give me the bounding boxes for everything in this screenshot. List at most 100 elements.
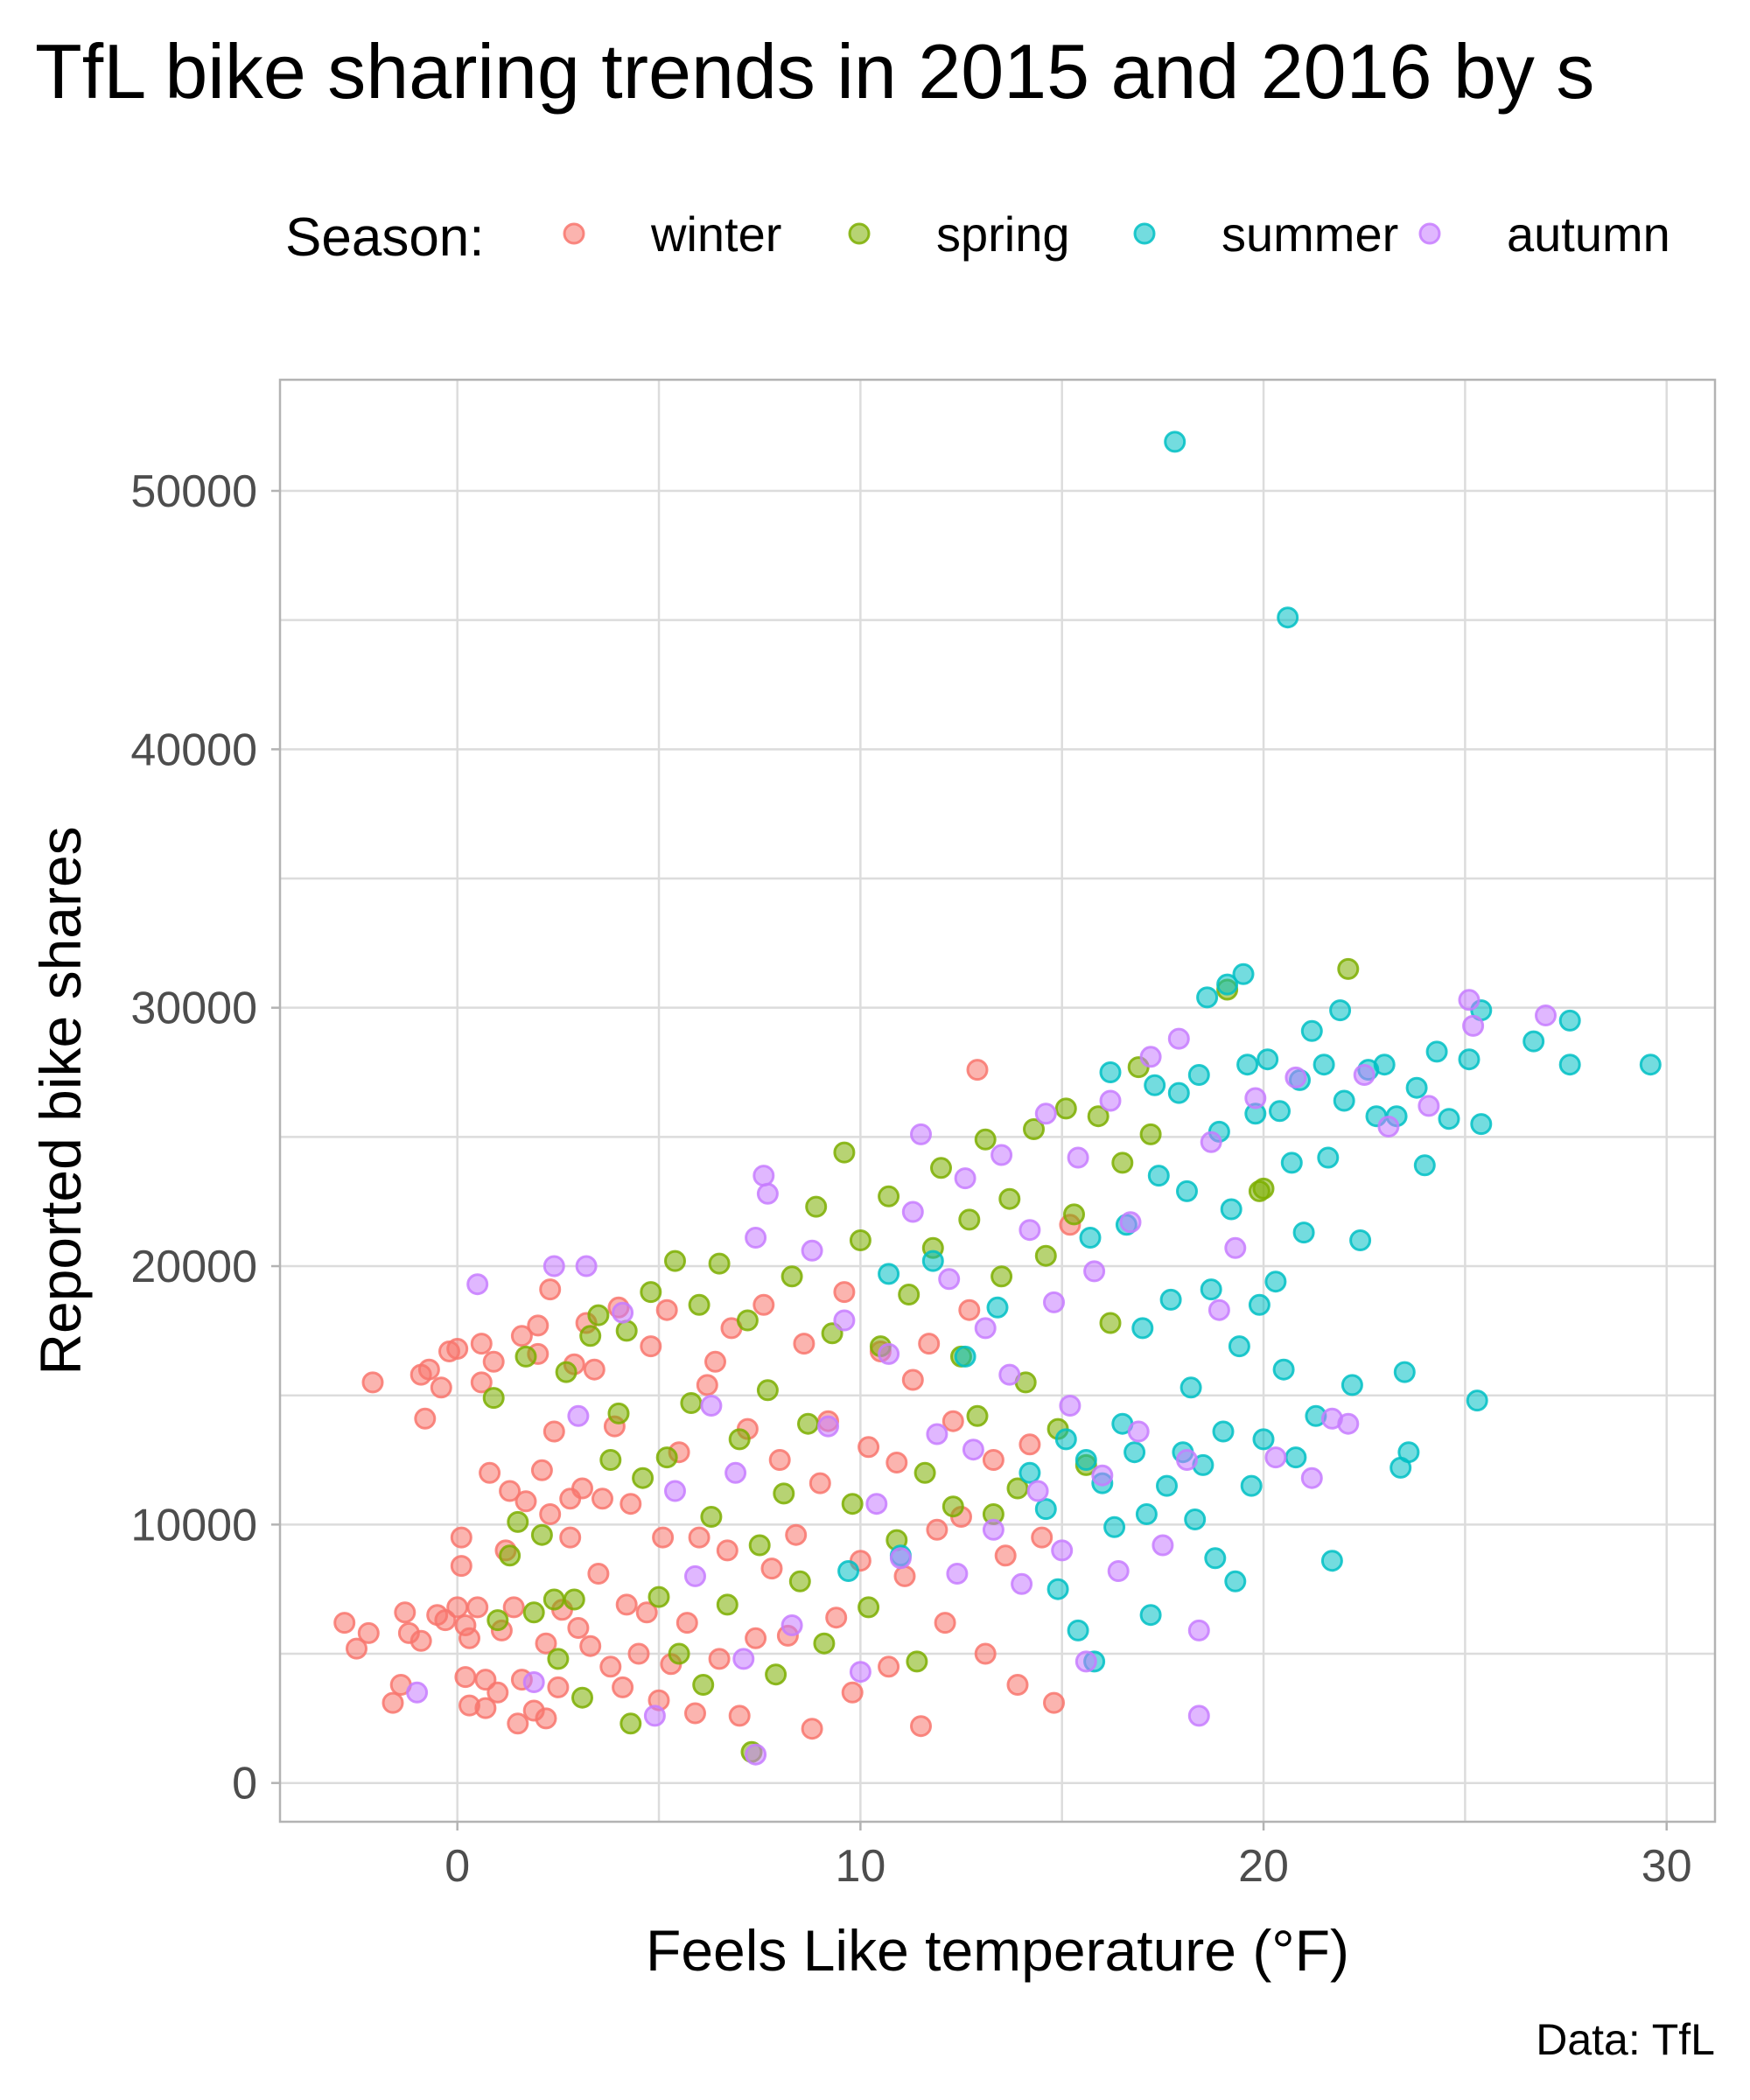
data-point (994, 1544, 1017, 1567)
data-point (1300, 1019, 1323, 1042)
y-axis-title: Reported bike shares (28, 826, 93, 1375)
data-point (1034, 1498, 1057, 1521)
data-point (1063, 1203, 1085, 1226)
data-point (1074, 1449, 1097, 1471)
data-point (921, 1250, 944, 1272)
data-point (664, 1480, 686, 1502)
data-point (655, 1298, 678, 1321)
data-point (1522, 1030, 1545, 1053)
data-point (1373, 1054, 1396, 1076)
data-point (688, 1526, 710, 1549)
data-point (716, 1593, 738, 1616)
data-point (1458, 1048, 1480, 1071)
data-point (479, 1461, 501, 1484)
data-point (1187, 1619, 1210, 1642)
data-point (696, 1374, 718, 1396)
data-point (808, 1472, 831, 1494)
data-point (1099, 1089, 1122, 1112)
y-tick-label: 20000 (130, 1242, 257, 1292)
y-tick-label: 30000 (130, 984, 257, 1034)
data-point (527, 1314, 550, 1337)
data-point (1167, 1082, 1190, 1104)
data-point (708, 1252, 731, 1275)
data-point (974, 1128, 997, 1151)
data-point (756, 1379, 779, 1402)
data-point (1466, 1390, 1488, 1412)
data-point (1337, 957, 1360, 980)
data-point (1200, 1130, 1222, 1153)
data-point (450, 1555, 472, 1578)
data-point (486, 1681, 509, 1704)
data-point (563, 1588, 585, 1611)
data-point (559, 1526, 582, 1549)
data-point (801, 1718, 823, 1740)
x-tick-label: 10 (835, 1841, 886, 1892)
data-point (1240, 1474, 1263, 1497)
data-point (571, 1686, 593, 1709)
data-point (833, 1281, 856, 1304)
data-point (728, 1428, 751, 1451)
data-point (643, 1704, 666, 1727)
data-point (1458, 989, 1480, 1012)
data-point (1232, 962, 1255, 985)
y-tick-label: 40000 (130, 724, 257, 775)
data-point (410, 1629, 432, 1652)
data-point (974, 1642, 997, 1665)
data-point (1167, 1027, 1190, 1050)
data-point (752, 1293, 775, 1316)
data-point (833, 1141, 856, 1164)
data-point (716, 1539, 738, 1562)
data-point (499, 1544, 522, 1567)
data-point (1333, 1089, 1355, 1112)
data-point (1353, 1064, 1376, 1086)
data-point (414, 1407, 437, 1430)
data-point (1023, 1118, 1045, 1140)
data-point (1187, 1704, 1210, 1727)
legend-label: summer (1222, 206, 1398, 262)
data-point (499, 1480, 522, 1502)
data-point (910, 1123, 932, 1145)
legend-label: spring (936, 206, 1070, 262)
data-point (1317, 1146, 1340, 1169)
x-axis-title: Feels Like temperature (°F) (646, 1918, 1349, 1983)
data-point (522, 1601, 545, 1624)
data-point (986, 1296, 1009, 1319)
data-point (1152, 1534, 1174, 1557)
y-tick-label: 50000 (130, 466, 257, 517)
data-point (620, 1712, 642, 1735)
data-point (1228, 1335, 1250, 1358)
data-point (607, 1402, 630, 1424)
data-point (910, 1715, 932, 1738)
data-point (849, 1661, 872, 1684)
series-spring (482, 957, 1360, 1763)
data-point (998, 1363, 1021, 1386)
data-point (1320, 1550, 1343, 1572)
data-point (901, 1200, 924, 1223)
data-point (700, 1506, 723, 1528)
data-point (748, 1534, 771, 1557)
data-point (333, 1612, 356, 1634)
data-point (1405, 1076, 1428, 1099)
data-point (530, 1459, 553, 1481)
series-winter (333, 1059, 1082, 1740)
data-point (542, 1420, 565, 1443)
data-point (1377, 1116, 1400, 1138)
data-point (813, 1632, 836, 1655)
data-point (1091, 1464, 1114, 1487)
data-point (889, 1547, 912, 1570)
data-point (1087, 1105, 1110, 1128)
data-point (756, 1182, 779, 1205)
legend-key (563, 222, 585, 245)
data-point (454, 1666, 477, 1689)
data-point (1558, 1054, 1581, 1076)
data-point (1107, 1560, 1130, 1582)
data-point (1280, 1152, 1303, 1174)
x-tick-label: 30 (1642, 1841, 1692, 1892)
legend-key (1133, 222, 1156, 245)
data-point (514, 1490, 537, 1513)
data-point (1139, 1046, 1162, 1068)
data-point (510, 1325, 533, 1348)
data-point (1139, 1123, 1162, 1145)
data-point (1164, 430, 1186, 453)
